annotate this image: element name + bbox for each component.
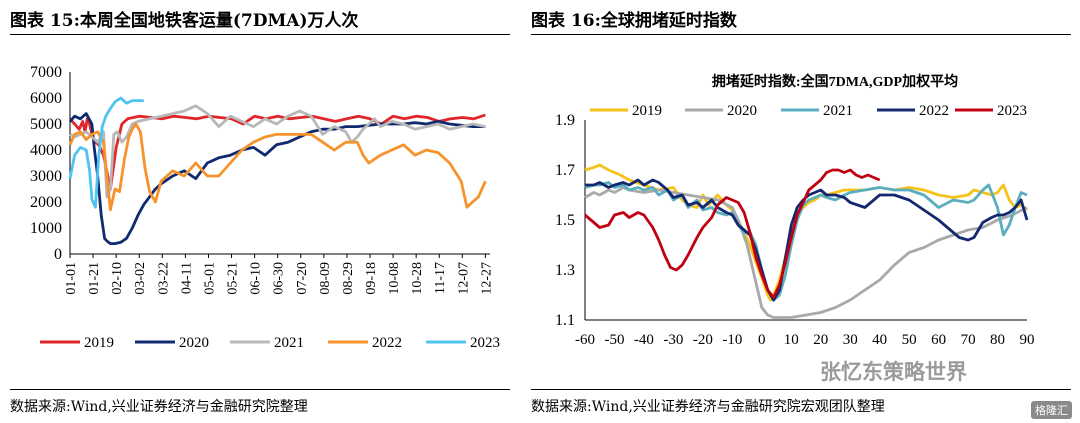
x-tick-label: 12-27 bbox=[479, 262, 494, 295]
x-tick-label: 60 bbox=[931, 332, 946, 348]
x-tick-label: 80 bbox=[990, 332, 1005, 348]
y-tick-label: 5000 bbox=[30, 116, 62, 133]
left-source-note: 数据来源:Wind,兴业证券经济与金融研究院整理 bbox=[10, 399, 308, 415]
right-chart-title: 图表 16:全球拥堵延时指数 bbox=[531, 11, 737, 31]
legend-label-2021: 2021 bbox=[274, 335, 304, 351]
x-tick-label: 90 bbox=[1020, 332, 1035, 348]
x-tick-label: 30 bbox=[843, 332, 858, 348]
x-tick-label: 03-22 bbox=[156, 262, 171, 295]
left-source-rule bbox=[10, 389, 510, 390]
y-tick-label: 1000 bbox=[30, 220, 62, 237]
y-tick-label: 4000 bbox=[30, 142, 62, 159]
x-tick-label: 05-21 bbox=[226, 262, 241, 295]
y-tick-label: 3000 bbox=[30, 168, 62, 185]
x-tick-label: 05-01 bbox=[202, 262, 217, 295]
inner-chart-title: 拥堵延时指数:全国7DMA,GDP加权平均 bbox=[712, 73, 958, 90]
series-line-2023 bbox=[68, 96, 144, 209]
y-tick-label: 2000 bbox=[30, 194, 62, 211]
x-tick-label: 06-10 bbox=[249, 262, 264, 295]
legend-label-2021: 2021 bbox=[823, 103, 853, 119]
x-tick-label: 0 bbox=[758, 332, 766, 348]
legend-label-2019: 2019 bbox=[84, 335, 114, 351]
x-tick-label: 02-10 bbox=[110, 262, 125, 295]
y-tick-label: 1.5 bbox=[555, 212, 575, 229]
x-tick-label: -50 bbox=[604, 332, 624, 348]
x-tick-label: 01-21 bbox=[87, 262, 102, 295]
legend-label-2019: 2019 bbox=[632, 103, 662, 119]
right-source-note: 数据来源:Wind,兴业证券经济与金融研究院宏观团队整理 bbox=[531, 399, 885, 415]
series-line-2021 bbox=[69, 104, 486, 199]
y-tick-label: 1.3 bbox=[555, 262, 575, 279]
congestion-index-chart: 拥堵延时指数:全国7DMA,GDP加权平均1.11.31.51.71.9-60-… bbox=[555, 73, 1035, 348]
x-tick-label: -40 bbox=[634, 332, 654, 348]
right-source-rule bbox=[531, 389, 1071, 390]
y-tick-label: 1.9 bbox=[555, 112, 575, 129]
watermark-text: 张忆东策略世界 bbox=[820, 360, 967, 384]
series-line-2020 bbox=[68, 112, 486, 245]
x-tick-label: -10 bbox=[722, 332, 742, 348]
x-tick-label: 10-28 bbox=[410, 262, 425, 295]
x-tick-label: 06-30 bbox=[272, 262, 287, 295]
x-tick-label: 10-08 bbox=[387, 262, 402, 295]
x-tick-label: 11-17 bbox=[433, 262, 448, 294]
y-tick-label: 1.7 bbox=[555, 162, 575, 179]
x-tick-label: 08-09 bbox=[318, 262, 333, 295]
x-tick-label: 01-01 bbox=[64, 262, 79, 295]
x-tick-label: 04-11 bbox=[179, 262, 194, 294]
x-tick-label: 10 bbox=[784, 332, 799, 348]
watermark-badge: 格隆汇 bbox=[1031, 401, 1072, 419]
series-line-2020 bbox=[584, 186, 1028, 319]
x-tick-label: 70 bbox=[961, 332, 976, 348]
x-tick-label: 09-18 bbox=[364, 262, 379, 295]
y-tick-label: 7000 bbox=[30, 64, 62, 81]
x-tick-label: -60 bbox=[575, 332, 595, 348]
left-title-rule bbox=[10, 34, 510, 35]
legend-label-2022: 2022 bbox=[919, 103, 949, 119]
x-tick-label: 08-29 bbox=[341, 262, 356, 295]
x-tick-label: 12-07 bbox=[456, 262, 471, 295]
x-tick-label: 03-02 bbox=[133, 262, 148, 295]
x-tick-label: -20 bbox=[693, 332, 713, 348]
x-tick-label: 07-20 bbox=[295, 262, 310, 295]
x-tick-label: 50 bbox=[902, 332, 917, 348]
x-tick-label: 20 bbox=[813, 332, 828, 348]
left-chart-title: 图表 15:本周全国地铁客运量(7DMA)万人次 bbox=[10, 11, 359, 31]
legend-label-2023: 2023 bbox=[997, 103, 1027, 119]
right-title-rule bbox=[531, 34, 1071, 35]
series-line-2023 bbox=[584, 168, 881, 299]
series-line-2022 bbox=[68, 122, 487, 212]
legend-label-2020: 2020 bbox=[727, 103, 757, 119]
legend-label-2020: 2020 bbox=[179, 335, 209, 351]
legend-label-2022: 2022 bbox=[372, 335, 402, 351]
y-tick-label: 1.1 bbox=[555, 312, 575, 329]
subway-ridership-chart: 0 1000 2000 3000 4000 5000 6000 7000 01-01 01-21 0… bbox=[30, 64, 500, 351]
series-line-2021 bbox=[584, 181, 1028, 302]
y-tick-label: 0 bbox=[54, 246, 62, 263]
y-tick-label: 6000 bbox=[30, 90, 62, 107]
x-tick-label: -30 bbox=[663, 332, 683, 348]
x-tick-label: 40 bbox=[872, 332, 887, 348]
legend-label-2023: 2023 bbox=[470, 335, 500, 351]
